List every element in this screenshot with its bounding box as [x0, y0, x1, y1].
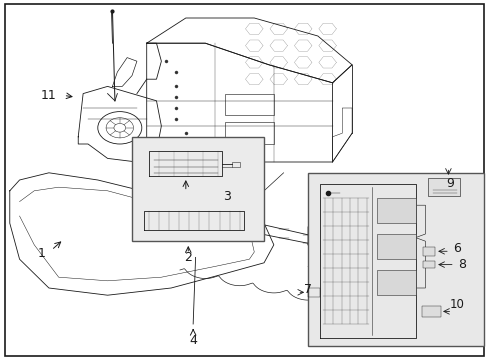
Text: 8: 8 [457, 258, 465, 271]
Text: 4: 4 [189, 334, 197, 347]
Text: 11: 11 [41, 89, 57, 102]
Text: 3: 3 [223, 190, 231, 203]
Bar [376, 198, 415, 223]
Text: 7: 7 [304, 283, 311, 296]
Text: 2: 2 [184, 251, 192, 264]
Bar [376, 234, 415, 259]
Bar [421, 306, 440, 317]
Bar [132, 137, 264, 241]
Text: 1: 1 [38, 247, 45, 260]
Bar [307, 173, 483, 346]
Text: 6: 6 [452, 242, 460, 255]
Text: 9: 9 [445, 177, 453, 190]
Bar [376, 270, 415, 295]
Text: 5: 5 [350, 334, 358, 347]
Bar [224, 122, 273, 144]
Bar [422, 247, 434, 256]
Bar [422, 261, 434, 268]
Bar [427, 178, 459, 196]
Text: 10: 10 [449, 298, 464, 311]
Bar [224, 94, 273, 115]
Bar [232, 162, 239, 167]
Bar [307, 288, 320, 297]
